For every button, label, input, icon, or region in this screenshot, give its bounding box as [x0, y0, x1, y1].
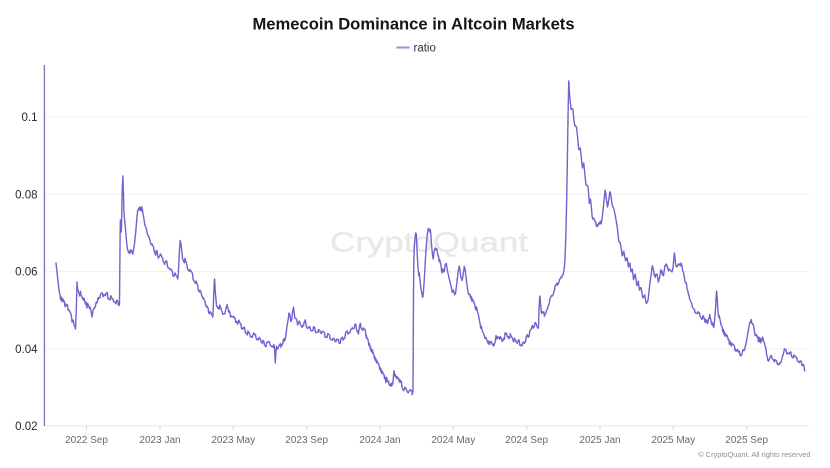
svg-text:Memecoin Dominance in Altcoin: Memecoin Dominance in Altcoin Markets	[252, 15, 574, 34]
svg-text:0.08: 0.08	[15, 189, 37, 201]
svg-text:0.04: 0.04	[15, 344, 38, 356]
svg-text:2023 Sep: 2023 Sep	[285, 435, 328, 446]
svg-text:0.1: 0.1	[22, 112, 38, 124]
svg-text:2024 Jan: 2024 Jan	[359, 435, 400, 446]
svg-text:2023 Jan: 2023 Jan	[139, 435, 180, 446]
svg-text:2023 May: 2023 May	[211, 435, 255, 446]
svg-text:2022 Sep: 2022 Sep	[65, 435, 108, 446]
svg-text:2025 May: 2025 May	[651, 435, 695, 446]
svg-text:0.06: 0.06	[15, 267, 37, 279]
svg-text:ratio: ratio	[414, 43, 436, 55]
svg-text:2025 Sep: 2025 Sep	[725, 435, 768, 446]
svg-text:© CryptoQuant. All rights rese: © CryptoQuant. All rights reserved	[698, 450, 810, 459]
svg-text:2024 May: 2024 May	[431, 435, 475, 446]
svg-text:2024 Sep: 2024 Sep	[505, 435, 548, 446]
svg-text:0.02: 0.02	[15, 421, 37, 433]
svg-text:2025 Jan: 2025 Jan	[579, 435, 620, 446]
